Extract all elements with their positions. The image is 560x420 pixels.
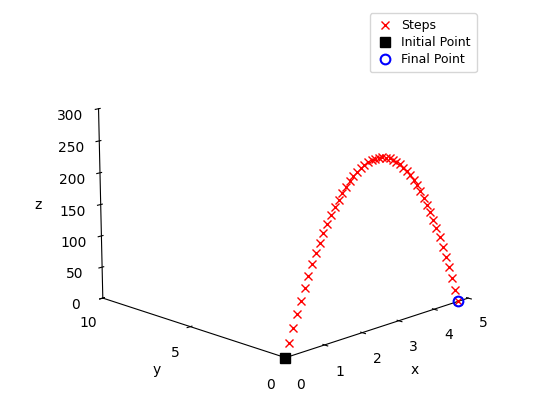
X-axis label: x: x	[410, 363, 418, 377]
Legend: Steps, Initial Point, Final Point: Steps, Initial Point, Final Point	[370, 13, 477, 72]
Y-axis label: y: y	[152, 363, 161, 377]
